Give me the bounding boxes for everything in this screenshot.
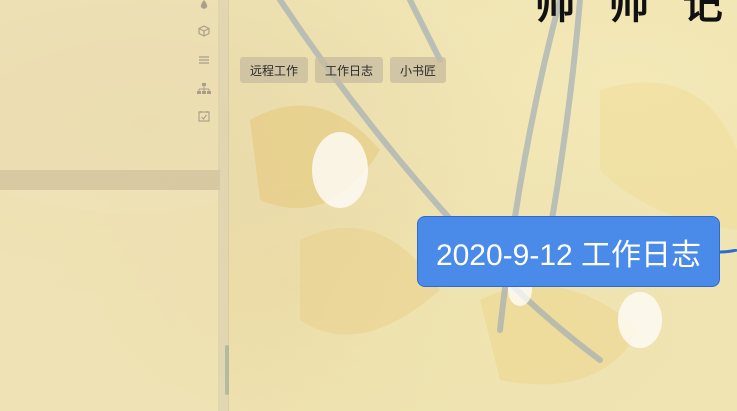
page-title: 帅 帅 记 bbox=[535, 0, 725, 28]
org-chart-icon[interactable] bbox=[195, 80, 213, 98]
sidebar bbox=[0, 0, 229, 411]
topic-connector bbox=[720, 249, 737, 254]
list-icon[interactable] bbox=[195, 51, 213, 69]
tag-remote-work[interactable]: 远程工作 bbox=[240, 57, 309, 83]
tag-work-log[interactable]: 工作日志 bbox=[315, 57, 384, 83]
sidebar-scrollbar[interactable] bbox=[225, 345, 229, 395]
box-icon[interactable] bbox=[195, 22, 213, 40]
tag-xiaoshujiang[interactable]: 小书匠 bbox=[390, 57, 447, 83]
sidebar-divider bbox=[0, 170, 220, 190]
tag-list: 远程工作 工作日志 小书匠 bbox=[240, 57, 447, 83]
calendar-check-icon[interactable] bbox=[195, 107, 213, 125]
drop-icon[interactable] bbox=[195, 0, 213, 14]
central-topic[interactable]: 2020-9-12 工作日志 bbox=[417, 216, 720, 287]
sidebar-rail bbox=[218, 0, 228, 411]
